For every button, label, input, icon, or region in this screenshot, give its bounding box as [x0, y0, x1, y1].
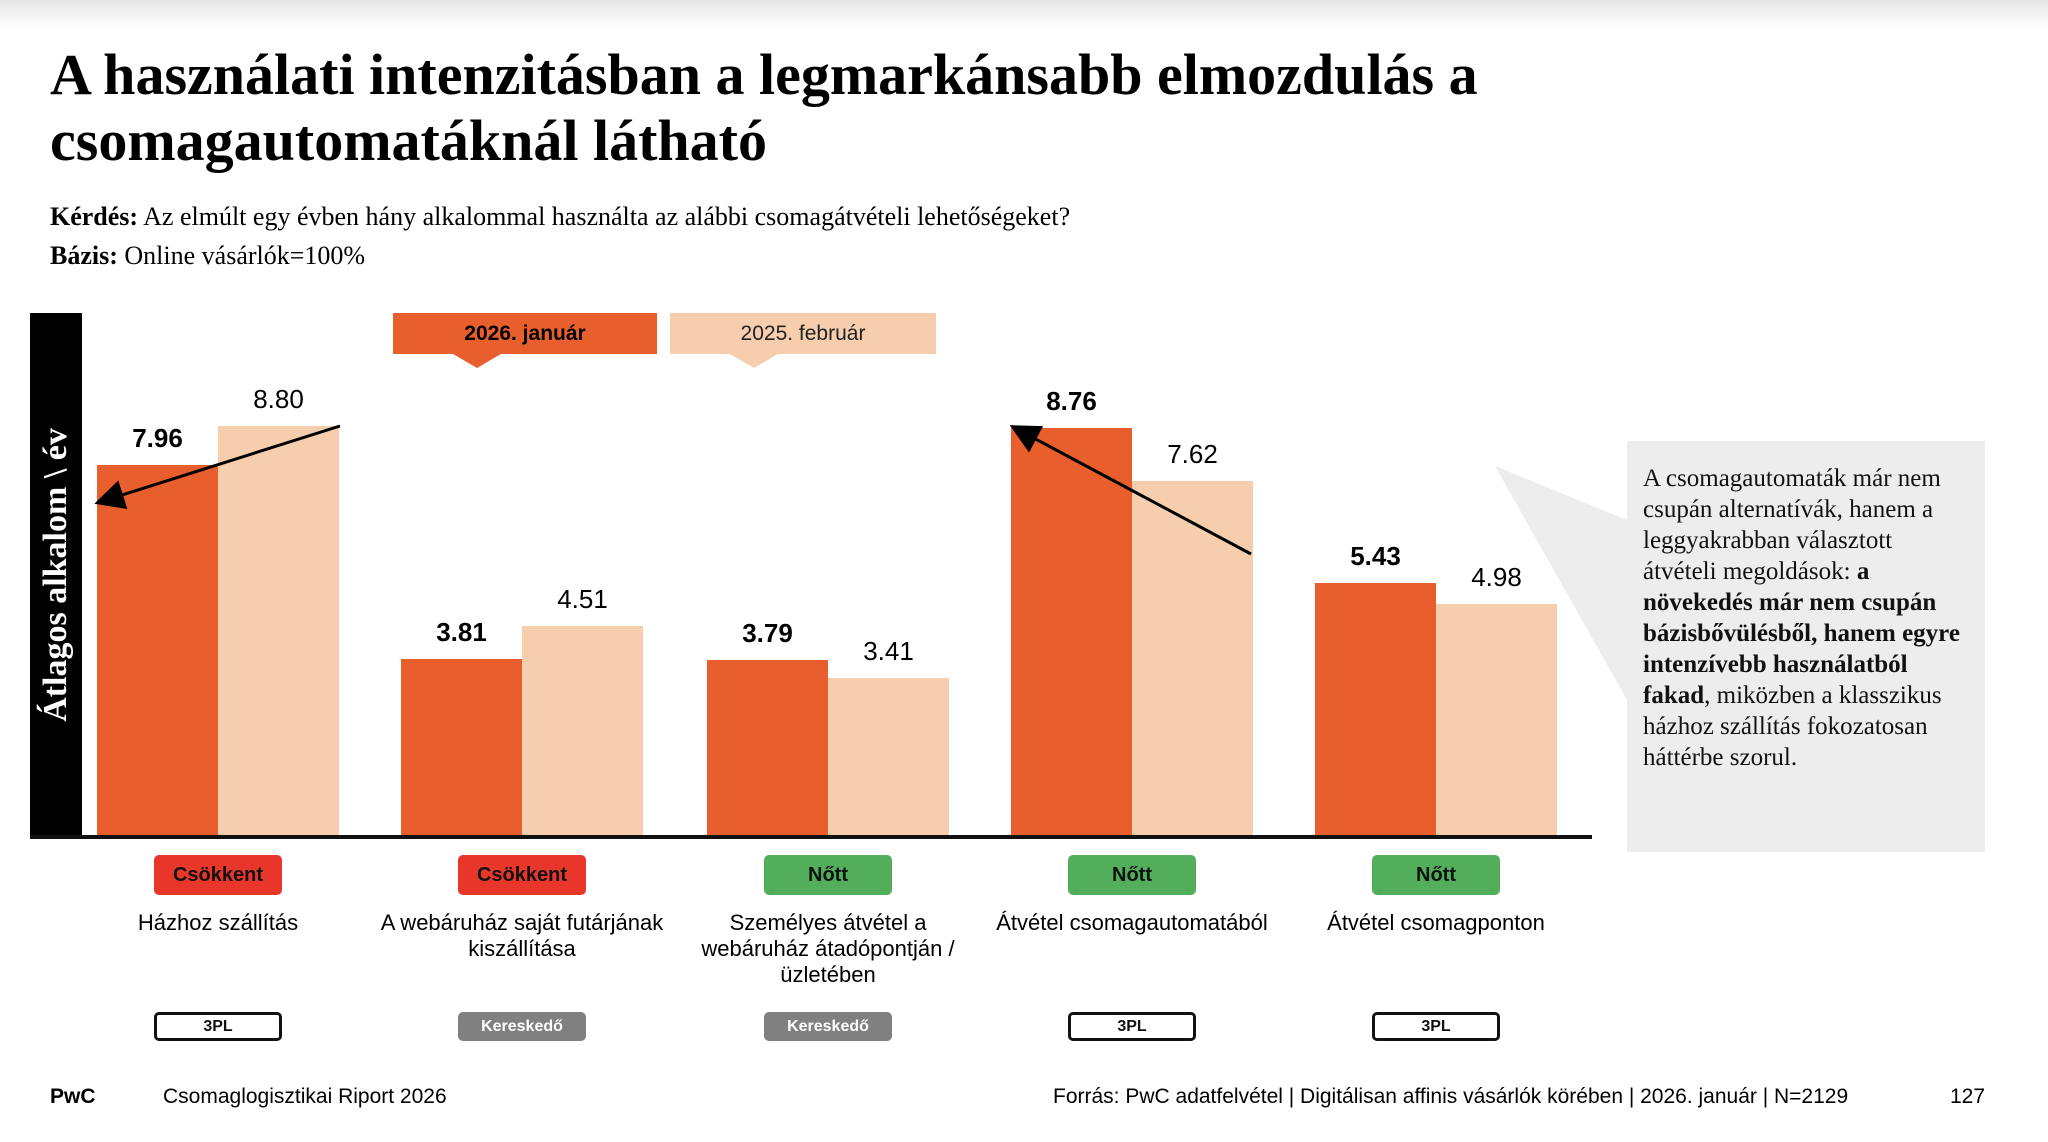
question-label: Kérdés:	[50, 202, 139, 231]
status-badge: Nőtt	[764, 855, 892, 895]
x-axis-line	[30, 835, 1592, 839]
provider-badge: 3PL	[154, 1012, 282, 1041]
base-text: Online vásárlók=100%	[117, 241, 366, 270]
provider-badge: 3PL	[1372, 1012, 1500, 1041]
data-label: 4.51	[557, 584, 608, 615]
callout-text-end: , miközben a klasszikus házhoz szállítás…	[1643, 682, 1942, 771]
callout-bold: a növekedés már nem csupán bázisbővülésb…	[1643, 558, 1960, 709]
page-title: A használati intenzitásban a legmarkánsa…	[50, 42, 1478, 173]
provider-badge: Kereskedő	[458, 1012, 586, 1041]
category-label: Átvétel csomagponton	[1327, 910, 1545, 935]
callout-text: A csomagautomaták már nem csupán alterna…	[1643, 465, 1941, 585]
callout-pointer	[1495, 466, 1627, 700]
arrow-hazhoz	[94, 424, 341, 510]
data-label: 8.80	[253, 384, 304, 415]
provider-badge: Kereskedő	[764, 1012, 892, 1041]
data-label: 7.96	[132, 423, 183, 454]
question: Kérdés: Az elmúlt egy évben hány alkalom…	[50, 202, 1070, 232]
arrow-automata	[1009, 425, 1252, 556]
status-badge: Nőtt	[1068, 855, 1196, 895]
provider-badge: 3PL	[1068, 1012, 1196, 1041]
bar-previous	[1132, 481, 1253, 837]
y-axis-bar	[30, 313, 82, 837]
status-badge: Csökkent	[458, 855, 586, 895]
data-label: 3.81	[436, 617, 487, 648]
bar-current	[1315, 583, 1436, 837]
callout-box: A csomagautomaták már nem csupán alterna…	[1627, 441, 1985, 852]
base: Bázis: Online vásárlók=100%	[50, 241, 365, 271]
category-label: A webáruház saját futárjának kiszállítás…	[380, 910, 664, 961]
bar-current	[1011, 427, 1132, 837]
source: Forrás: PwC adatfelvétel | Digitálisan a…	[1053, 1085, 1849, 1108]
legend-current-label: 2026. január	[464, 321, 586, 345]
bar-previous	[218, 426, 339, 837]
status-badge: Csökkent	[154, 855, 282, 895]
legend-current: 2026. január	[393, 313, 657, 368]
data-label: 4.98	[1471, 562, 1522, 593]
data-label: 3.41	[863, 635, 914, 666]
bar-current	[707, 660, 828, 837]
category-label: Személyes átvétel a webáruház átadópontj…	[701, 910, 955, 987]
bar-previous	[522, 626, 643, 837]
question-text: Az elmúlt egy évben hány alkalommal hasz…	[138, 202, 1071, 231]
legend-previous: 2025. február	[670, 313, 936, 368]
bar-current	[97, 465, 218, 837]
bar-current	[401, 659, 522, 837]
category-label: Átvétel csomagautomatából	[996, 910, 1268, 935]
data-label: 5.43	[1350, 541, 1401, 572]
report-name: Csomaglogisztikai Riport 2026	[163, 1085, 447, 1108]
brand: PwC	[50, 1085, 96, 1108]
category-label: Házhoz szállítás	[137, 910, 299, 935]
page-number: 127	[1950, 1085, 1986, 1108]
data-label: 3.79	[742, 618, 793, 648]
bar-previous	[828, 677, 949, 837]
base-label: Bázis:	[50, 241, 118, 270]
bar-previous	[1436, 604, 1557, 837]
status-badge: Nőtt	[1372, 855, 1500, 895]
legend-previous-label: 2025. február	[740, 321, 866, 345]
data-label: 7.62	[1167, 439, 1218, 470]
top-shade	[0, 0, 2048, 30]
data-label: 8.76	[1046, 385, 1097, 416]
